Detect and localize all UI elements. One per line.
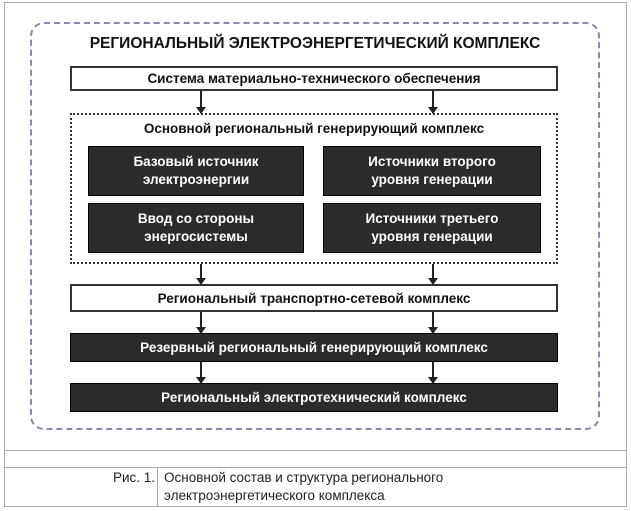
arrow-icon [428,264,438,285]
third-level-box: Источники третьего уровня генерации [323,203,541,253]
arrow-icon [196,91,206,114]
caption-line-1: Основной состав и структура региональног… [164,470,444,485]
grid-input-box: Ввод со стороны энергосистемы [88,203,304,253]
arrow-icon [428,91,438,114]
figure-frame [4,2,627,507]
arrow-icon [428,312,438,334]
arrow-icon [196,312,206,334]
base-source-box: Базовый источник электроэнергии [88,146,304,196]
divider [4,467,627,468]
caption-line-2: электроэнергетического комплекса [164,488,385,503]
complex-boundary [30,22,600,430]
main-generating-group [70,113,558,264]
main-generating-title: Основной региональный генерирующий компл… [143,121,485,136]
transport-network-box: Региональный транспортно-сетевой комплек… [70,284,558,312]
electrotechnical-box: Региональный электротехнический комплекс [70,383,558,412]
arrow-icon [196,264,206,285]
arrow-icon [196,362,206,384]
second-level-box: Источники второго уровня генерации [323,146,541,196]
caption-divider [157,467,158,507]
supply-system-box: Система материально-технического обеспеч… [70,66,558,91]
diagram-title: РЕГИОНАЛЬНЫЙ ЭЛЕКТРОЭНЕРГЕТИЧЕСКИЙ КОМПЛ… [89,35,541,52]
arrow-icon [428,362,438,384]
reserve-generating-box: Резервный региональный генерирующий комп… [70,333,558,362]
caption-label: Рис. 1. [112,470,155,485]
divider [4,450,627,451]
